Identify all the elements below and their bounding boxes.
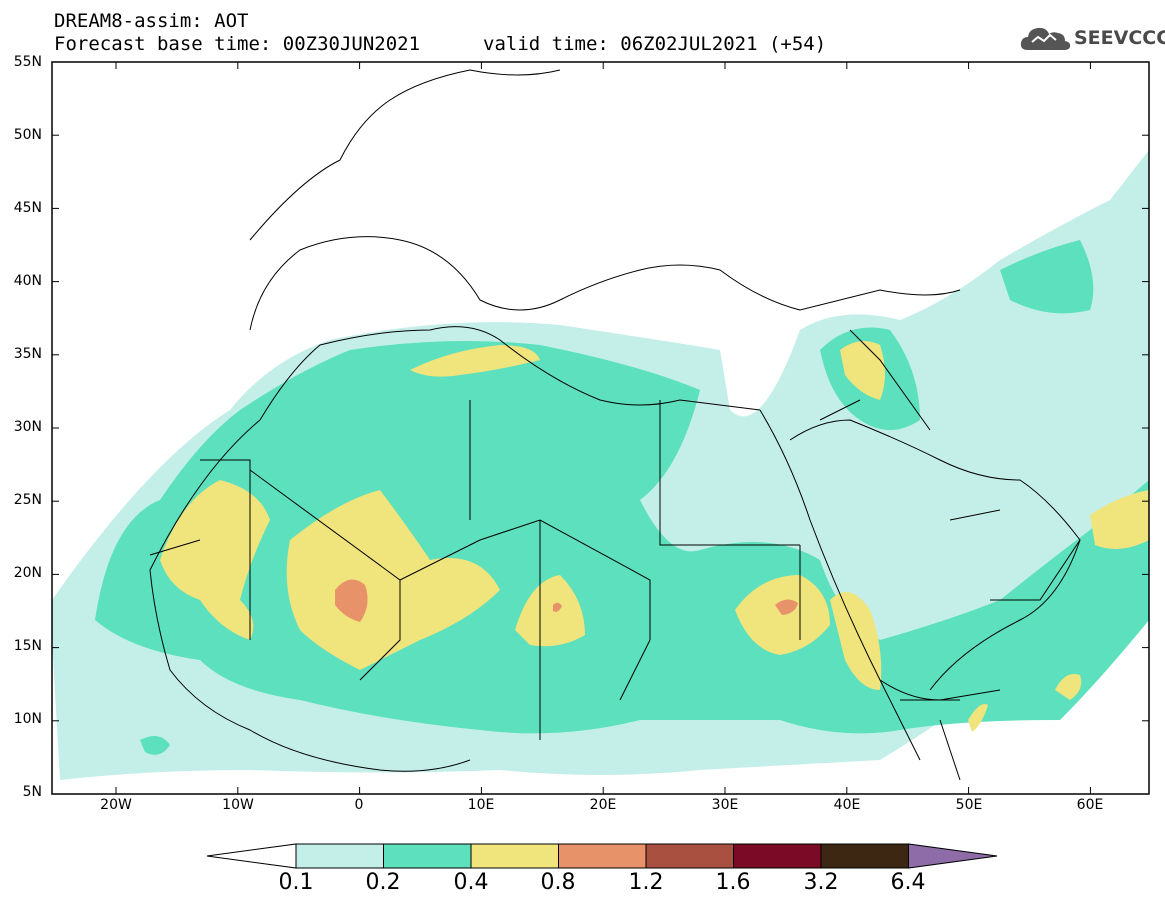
contour-04-north (410, 345, 540, 377)
colorbar-bin-2 (383, 843, 472, 869)
lat-label-5n: 5N (22, 784, 42, 800)
colorbar-label-0.4: 0.4 (453, 870, 489, 895)
lat-label-15n: 15N (13, 638, 42, 654)
lat-label-35n: 35N (13, 346, 42, 362)
colorbar-label-1.6: 1.6 (715, 870, 751, 895)
aot-contours (52, 150, 1149, 780)
lat-label-45n: 45N (13, 200, 42, 216)
lon-label-10e: 10E (467, 797, 495, 813)
lat-label-40n: 40N (13, 273, 42, 289)
colorbar-label-1.2: 1.2 (628, 870, 664, 895)
coast-africa-west (149, 569, 471, 772)
lon-label-10w: 10W (222, 797, 254, 813)
colorbar-bin-3 (470, 843, 559, 869)
colorbar (206, 843, 998, 869)
borders-east-africa (879, 679, 961, 781)
colorbar-label-3.2: 3.2 (803, 870, 839, 895)
contour-02-east (820, 240, 1094, 430)
colorbar-bin-4 (558, 843, 647, 869)
lat-label-30n: 30N (13, 419, 42, 435)
contour-04-sudan (735, 575, 830, 655)
colorbar-bin-5 (645, 843, 734, 869)
contour-04-arabia (1090, 490, 1149, 549)
seevccc-logo: SEEVCCC (1018, 22, 1165, 56)
colorbar-bin-6 (733, 843, 822, 869)
cloud-icon (1020, 27, 1071, 50)
contour-04-redsea (830, 592, 882, 690)
lon-label-20e: 20E (589, 797, 617, 813)
coastlines (149, 69, 1081, 781)
colorbar-label-0.8: 0.8 (540, 870, 576, 895)
colorbar-label-0.1: 0.1 (278, 870, 314, 895)
lon-label-0: 0 (354, 797, 364, 813)
lat-label-25n: 25N (13, 492, 42, 508)
contour-04-ocean (1055, 674, 1082, 700)
colorbar-label-6.4: 6.4 (890, 870, 926, 895)
colorbar-bin-1 (295, 843, 384, 869)
contour-04-somalia (968, 704, 988, 732)
borders-africa (149, 400, 801, 740)
coast-redsea (759, 409, 1001, 701)
borders-middle-east (819, 329, 1081, 601)
coast-africa-north (149, 326, 761, 571)
coast-europe-north (249, 69, 561, 241)
lat-label-50n: 50N (13, 127, 42, 143)
lat-label-55n: 55N (13, 54, 42, 70)
lon-label-60e: 60E (1076, 797, 1104, 813)
contour-04-chad (515, 575, 585, 647)
lon-label-50e: 50E (955, 797, 983, 813)
contour-02-southwest (140, 736, 170, 755)
lat-label-10n: 10N (13, 711, 42, 727)
colorbar-bin-7 (820, 843, 909, 869)
lon-label-20w: 20W (100, 797, 132, 813)
forecast-base-time: Forecast base time: 00Z30JUN2021 (54, 33, 421, 55)
logo-text: SEEVCCC (1074, 27, 1165, 49)
coast-arabia (789, 419, 1081, 691)
colorbar-label-0.2: 0.2 (365, 870, 401, 895)
colorbar-right-arrow (908, 843, 998, 869)
product-title: DREAM8-assim: AOT (54, 10, 249, 32)
coast-europe (249, 236, 961, 331)
valid-time: valid time: 06Z02JUL2021 (+54) (483, 33, 827, 55)
lat-label-20n: 20N (13, 565, 42, 581)
contour-08-chad (553, 602, 562, 612)
colorbar-left-arrow (206, 843, 297, 869)
contour-04-sahara (286, 490, 500, 670)
lon-label-30e: 30E (711, 797, 739, 813)
contour-08-sudan (775, 599, 798, 615)
contour-04-iraq (840, 341, 885, 400)
contour-04-west (160, 480, 270, 640)
axis-ticks (52, 61, 1149, 795)
contour-08-mali (335, 579, 368, 622)
lon-label-40e: 40E (833, 797, 861, 813)
